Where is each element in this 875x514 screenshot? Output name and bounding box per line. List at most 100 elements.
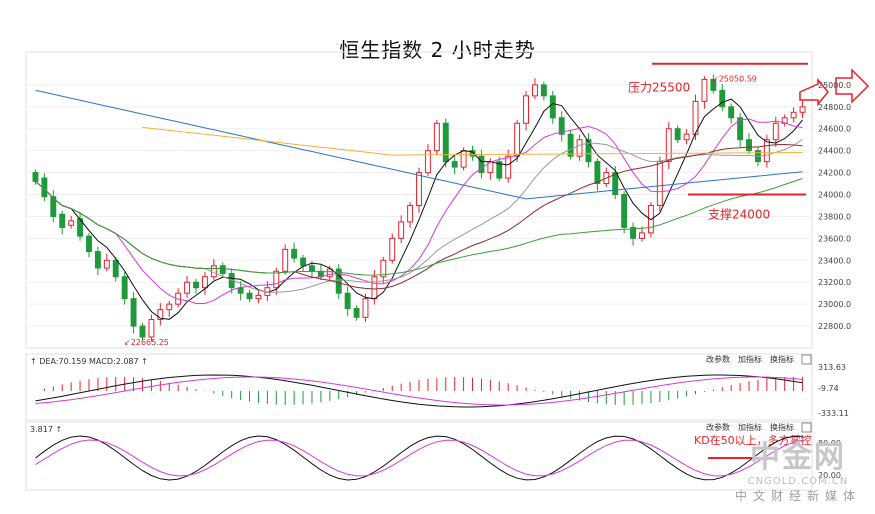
candle-body (594, 161, 601, 185)
y-tick-label: 24600.0 (818, 125, 851, 134)
y-tick-label: 24000.0 (818, 191, 851, 200)
y-tick-label: 25000.0 (818, 81, 851, 90)
candle-body (532, 84, 538, 97)
candle-body (505, 155, 512, 179)
macd-dea-line (35, 376, 803, 406)
macd-dif-line (35, 374, 803, 408)
candle-body (282, 248, 289, 272)
candle-body (656, 161, 663, 206)
kd-menu-item: 加指标 (738, 422, 762, 432)
watermark-site: CNGOLD.COM.CN (747, 476, 849, 487)
candle-body (790, 111, 797, 119)
kd-panel-frame (25, 421, 813, 491)
macd-menu-item: 换指标 (770, 354, 794, 364)
candle-body (86, 235, 92, 253)
y-tick-label: 23200.0 (818, 278, 851, 287)
candle-body (478, 155, 485, 174)
candle-body (674, 128, 681, 141)
y-tick-label: 22800.0 (818, 322, 851, 331)
candle-body (344, 292, 351, 310)
macd-menu-item: 改参数 (706, 354, 730, 364)
candle-body (737, 117, 744, 141)
candle-body (59, 213, 66, 228)
candle-body (576, 139, 583, 157)
candle-body (549, 95, 556, 119)
candle-body (309, 265, 315, 272)
ma10-line (35, 118, 803, 304)
candle-body (585, 139, 592, 163)
y-tick-label: 24400.0 (818, 147, 851, 156)
candle-body (442, 122, 449, 163)
kd-menu-item: 换指标 (770, 422, 794, 432)
candle-body (362, 298, 369, 318)
candle-body (273, 270, 280, 289)
candle-body (389, 237, 396, 261)
candle-body (772, 122, 779, 141)
candle-body (514, 122, 521, 157)
candle-body (201, 276, 208, 289)
candle-body (407, 204, 414, 223)
candle-body (460, 150, 467, 168)
candle-body (77, 218, 84, 237)
support-label: 支撑24000 (708, 207, 770, 222)
candle-body (612, 172, 619, 196)
candle-body (246, 292, 253, 300)
candle-body (763, 139, 770, 163)
candle-body (121, 276, 128, 300)
y-tick-label: 24200.0 (818, 169, 851, 178)
candle-body (50, 196, 57, 217)
candle-body (353, 308, 360, 318)
candle-body (781, 117, 788, 124)
candle-body (157, 309, 164, 320)
candle-body (335, 268, 342, 294)
candle-body (380, 259, 387, 278)
candle-body (710, 78, 717, 91)
candle-body (326, 268, 333, 278)
candle-body (469, 150, 476, 157)
candle-body (799, 106, 806, 113)
candle-body (540, 84, 547, 97)
macd-tick-label: -333.11 (818, 409, 849, 418)
candle-body (621, 194, 628, 228)
macd-tick-label: 313.63 (818, 363, 846, 372)
candle-body (130, 298, 137, 327)
ma60-line (35, 178, 803, 276)
candle-body (398, 221, 405, 239)
arrow-icon (835, 68, 870, 104)
candle-body (371, 276, 378, 300)
kd-tick-label: 80.00 (818, 439, 841, 448)
candle-body (112, 259, 119, 278)
arrow-icon (799, 77, 829, 107)
candle-body (184, 281, 191, 294)
low-label: ↙22665.25 (124, 338, 169, 347)
candle-body (68, 220, 75, 226)
resistance-label: 压力25500 (628, 81, 690, 95)
y-tick-label: 23000.0 (818, 300, 851, 309)
candle-body (728, 106, 735, 119)
candle-body (148, 318, 155, 338)
candle-body (630, 226, 637, 239)
candle-body (32, 172, 39, 182)
kd-tick-label: 20.00 (818, 471, 841, 480)
candle-body (746, 139, 752, 152)
candle-body (496, 161, 503, 179)
candle-body (416, 172, 422, 206)
y-tick-label: 23800.0 (818, 212, 851, 221)
main-panel-frame (25, 51, 813, 349)
candle-body (300, 257, 306, 267)
candle-body (639, 232, 645, 239)
candle-body (567, 133, 574, 157)
candle-body (219, 265, 226, 274)
candle-body (701, 78, 708, 102)
candle-body (291, 248, 298, 259)
y-tick-label: 24800.0 (818, 103, 851, 112)
candle-body (451, 161, 458, 168)
candle-body (523, 95, 529, 124)
candle-body (433, 122, 440, 152)
macd-panel-frame (25, 353, 813, 421)
candle-body (424, 150, 431, 174)
macd-menu-item: 加指标 (738, 354, 762, 364)
macd-close-icon (801, 354, 812, 365)
kd-k-line (35, 435, 803, 481)
